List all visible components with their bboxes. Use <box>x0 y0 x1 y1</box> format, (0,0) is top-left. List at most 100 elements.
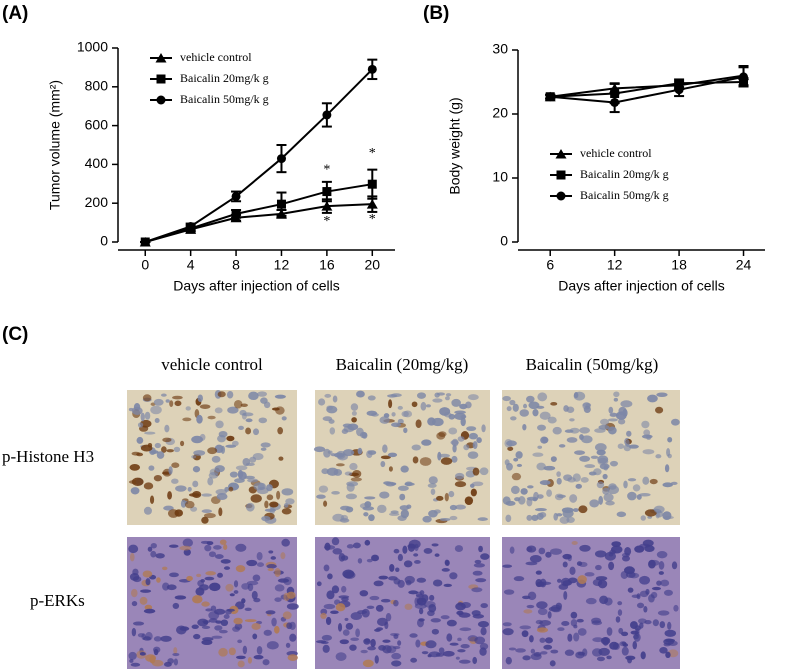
cell <box>391 652 402 660</box>
cell <box>537 494 544 499</box>
cell <box>570 619 578 627</box>
cell <box>658 561 665 570</box>
cell <box>274 597 282 602</box>
cell <box>176 625 187 635</box>
cell <box>625 439 630 448</box>
annotation: * <box>323 162 330 177</box>
cell <box>578 505 588 514</box>
cell <box>657 610 670 616</box>
cell <box>220 619 229 627</box>
x-tick-label: 12 <box>607 257 623 273</box>
cell <box>263 629 272 636</box>
cell <box>571 540 578 545</box>
cell <box>408 590 419 595</box>
cell <box>529 555 542 563</box>
cell <box>550 649 559 654</box>
cell <box>584 464 596 469</box>
cell <box>566 437 578 443</box>
cell <box>513 576 525 582</box>
cell <box>422 515 432 523</box>
marker <box>545 92 555 102</box>
cell <box>156 577 161 583</box>
cell <box>247 478 258 483</box>
cell <box>379 416 390 424</box>
cell <box>552 426 562 435</box>
cell <box>656 580 662 586</box>
marker <box>276 199 286 209</box>
cell <box>180 440 185 447</box>
cell <box>235 565 246 573</box>
cell <box>640 515 646 521</box>
cell <box>641 434 653 439</box>
y-tick-label: 400 <box>85 155 109 171</box>
cell <box>332 395 338 403</box>
cell <box>320 641 329 645</box>
cell <box>434 392 440 398</box>
cell <box>650 591 658 599</box>
cell <box>411 444 421 451</box>
cell <box>145 578 151 586</box>
cell <box>397 485 409 491</box>
cell <box>460 601 471 609</box>
cell <box>613 391 620 398</box>
cell <box>640 651 646 660</box>
cell <box>606 655 612 660</box>
cell <box>130 588 138 598</box>
cell <box>234 478 245 483</box>
cell <box>324 542 331 551</box>
cell <box>144 411 151 420</box>
cell <box>226 608 235 612</box>
cell <box>331 491 340 495</box>
marker <box>186 221 196 231</box>
cell <box>609 460 619 467</box>
cell <box>477 517 488 521</box>
cell <box>388 512 400 516</box>
cell <box>251 590 258 600</box>
marker <box>322 187 332 197</box>
cell <box>193 633 201 640</box>
cell <box>328 419 335 424</box>
cell <box>539 411 551 420</box>
cell <box>567 577 578 584</box>
cell <box>219 539 227 545</box>
cell <box>621 641 627 645</box>
cell <box>584 572 595 577</box>
cell <box>252 452 264 461</box>
cell <box>579 455 591 462</box>
cell <box>245 418 253 423</box>
cell <box>380 598 391 603</box>
marker <box>674 85 684 95</box>
cell <box>260 447 267 451</box>
cell <box>609 549 617 555</box>
cell <box>562 561 568 568</box>
cell <box>281 416 287 421</box>
y-tick-label: 30 <box>492 41 508 57</box>
column-label: Baicalin (20mg/kg) <box>336 355 469 374</box>
cell <box>414 603 427 610</box>
cell <box>633 633 641 642</box>
cell <box>143 506 152 515</box>
cell <box>659 647 668 654</box>
cell <box>266 494 274 501</box>
cell <box>563 474 573 481</box>
cell <box>323 564 330 572</box>
cell <box>444 412 452 418</box>
cell <box>539 480 551 486</box>
cell <box>366 605 375 609</box>
cell <box>281 538 290 547</box>
cell <box>574 450 586 455</box>
cell <box>223 566 231 570</box>
cell <box>161 393 167 397</box>
cell <box>639 622 644 629</box>
cell <box>556 494 566 498</box>
cell <box>641 420 650 429</box>
cell <box>155 553 165 559</box>
cell <box>637 618 647 624</box>
cell <box>648 559 656 569</box>
cell <box>618 627 624 634</box>
cell <box>519 625 532 630</box>
cell <box>173 658 179 666</box>
cell <box>454 412 466 420</box>
cell <box>532 452 544 457</box>
cell <box>154 442 161 449</box>
